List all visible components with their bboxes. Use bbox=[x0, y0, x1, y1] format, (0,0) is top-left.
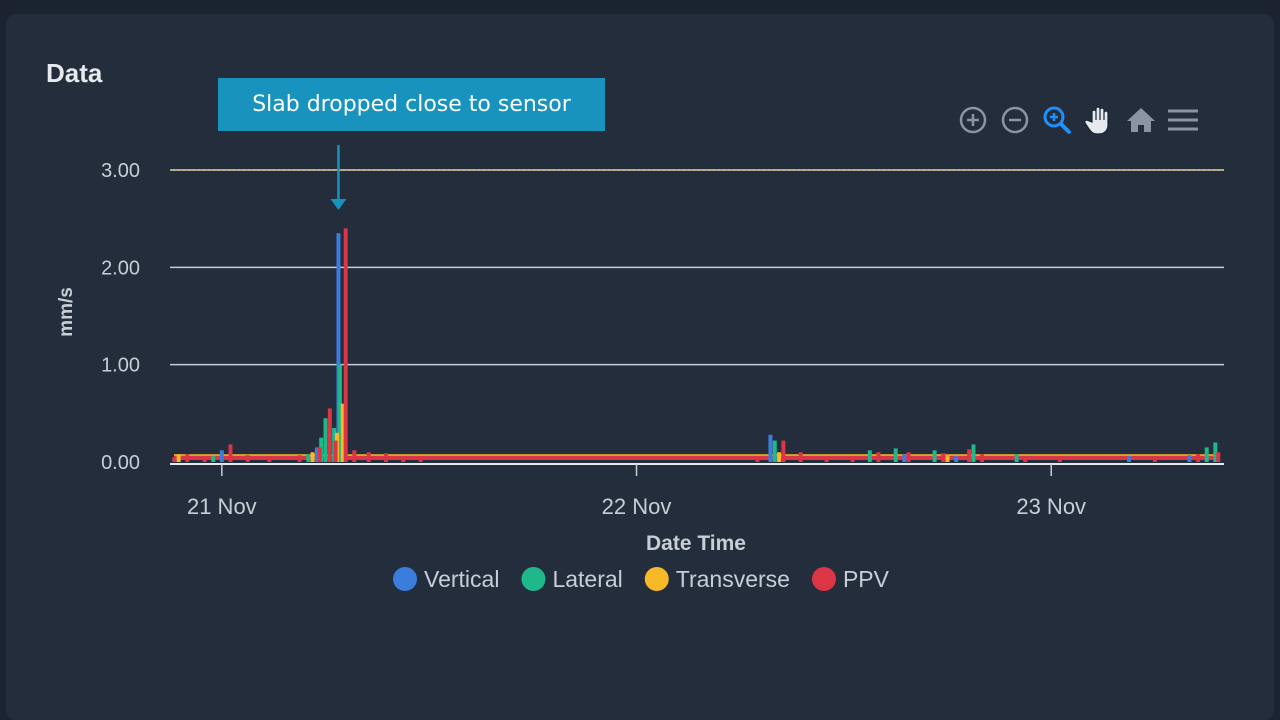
legend-label: Lateral bbox=[552, 566, 622, 592]
chart-panel: Data bbox=[6, 14, 1274, 720]
chart-toolbar bbox=[956, 102, 1200, 138]
menu-icon[interactable] bbox=[1166, 103, 1200, 137]
legend-marker bbox=[393, 567, 418, 591]
bar-lateral bbox=[867, 450, 872, 462]
x-axis-label: Date Time bbox=[646, 532, 746, 555]
bar-ppv bbox=[1196, 454, 1201, 462]
bar-lateral bbox=[772, 440, 777, 462]
zoom-in-icon[interactable] bbox=[956, 103, 990, 137]
bar-ppv bbox=[352, 450, 357, 462]
bar-ppv bbox=[941, 453, 946, 462]
legend-item-ppv: PPV bbox=[811, 566, 890, 592]
bar-ppv bbox=[228, 444, 233, 462]
bar-ppv bbox=[824, 456, 829, 462]
legend-marker bbox=[521, 567, 546, 591]
bar-vertical bbox=[336, 233, 341, 462]
bar-transverse bbox=[340, 403, 345, 462]
bar-ppv bbox=[245, 455, 250, 462]
bar-ppv bbox=[333, 440, 338, 462]
bar-ppv bbox=[297, 455, 302, 462]
x-tick-label: 21 Nov bbox=[187, 494, 257, 519]
bar-lateral bbox=[1204, 447, 1209, 462]
annotation-arrow-head bbox=[330, 199, 347, 210]
bar-ppv bbox=[980, 454, 985, 462]
x-tick-label: 23 Nov bbox=[1016, 494, 1086, 519]
legend-label: PPV bbox=[843, 566, 890, 592]
pan-icon[interactable] bbox=[1082, 103, 1116, 137]
bar-ppv bbox=[755, 457, 760, 462]
bar-lateral bbox=[211, 456, 216, 462]
bar-ppv bbox=[1057, 456, 1062, 462]
legend: Vertical Lateral Transverse PPV bbox=[393, 566, 890, 592]
legend-label: Transverse bbox=[676, 566, 790, 592]
bar-lateral bbox=[893, 448, 898, 462]
bar-ppv bbox=[850, 457, 855, 462]
x-tick-label: 22 Nov bbox=[602, 494, 672, 519]
bar-transverse bbox=[777, 452, 782, 462]
bar-ppv bbox=[327, 408, 332, 462]
legend-marker bbox=[644, 567, 669, 591]
legend-label: Vertical bbox=[424, 566, 499, 592]
y-axis-label: mm/s bbox=[56, 287, 77, 337]
legend-item-transverse: Transverse bbox=[644, 566, 790, 592]
bar-lateral bbox=[306, 454, 311, 462]
y-tick-label: 1.00 bbox=[101, 355, 140, 377]
bar-vertical bbox=[954, 456, 959, 462]
y-tick-label: 0.00 bbox=[101, 452, 140, 474]
bar-ppv bbox=[343, 228, 348, 462]
panel-title: Data bbox=[46, 58, 103, 88]
bar-lateral bbox=[1014, 454, 1019, 462]
bar-ppv bbox=[967, 449, 972, 462]
bar-ppv bbox=[202, 456, 207, 462]
y-tick-label: 2.00 bbox=[101, 257, 140, 279]
bar-ppv bbox=[185, 454, 190, 462]
bar-lateral bbox=[1213, 442, 1218, 462]
bar-vertical bbox=[902, 454, 907, 462]
bar-ppv bbox=[383, 453, 388, 462]
legend-item-vertical: Vertical bbox=[393, 566, 499, 592]
legend-marker bbox=[811, 567, 836, 591]
bar-ppv bbox=[418, 456, 423, 462]
reset-zoom-icon[interactable] bbox=[1124, 103, 1158, 137]
bar-lateral bbox=[323, 418, 328, 462]
bar-vertical bbox=[1126, 456, 1131, 462]
bar-vertical bbox=[768, 434, 773, 462]
bar-ppv bbox=[1216, 452, 1221, 462]
bar-ppv bbox=[317, 447, 322, 462]
bar-lateral bbox=[337, 364, 342, 462]
bar-lateral bbox=[932, 450, 937, 462]
bar-ppv bbox=[1152, 457, 1157, 462]
selection-zoom-icon[interactable] bbox=[1040, 103, 1074, 137]
bar-ppv bbox=[366, 452, 371, 462]
annotation-label: Slab dropped close to sensor bbox=[218, 78, 605, 131]
bar-vertical bbox=[219, 450, 224, 462]
bar-ppv bbox=[906, 452, 911, 462]
baseline-ppv-band bbox=[174, 455, 1216, 460]
bar-vertical bbox=[1187, 455, 1192, 462]
bar-lateral bbox=[971, 444, 976, 462]
bar-ppv bbox=[781, 440, 786, 462]
bar-ppv bbox=[267, 456, 272, 462]
legend-item-lateral: Lateral bbox=[521, 566, 623, 592]
bar-ppv bbox=[172, 457, 177, 462]
zoom-out-icon[interactable] bbox=[998, 103, 1032, 137]
bar-ppv bbox=[401, 456, 406, 462]
bar-transverse bbox=[945, 456, 950, 462]
bar-ppv bbox=[876, 452, 881, 462]
bar-vertical bbox=[314, 447, 319, 462]
bar-transverse bbox=[310, 452, 315, 462]
bar-ppv bbox=[1023, 456, 1028, 462]
y-tick-label: 3.00 bbox=[101, 160, 140, 182]
bar-transverse bbox=[176, 454, 181, 462]
bar-ppv bbox=[798, 452, 803, 462]
